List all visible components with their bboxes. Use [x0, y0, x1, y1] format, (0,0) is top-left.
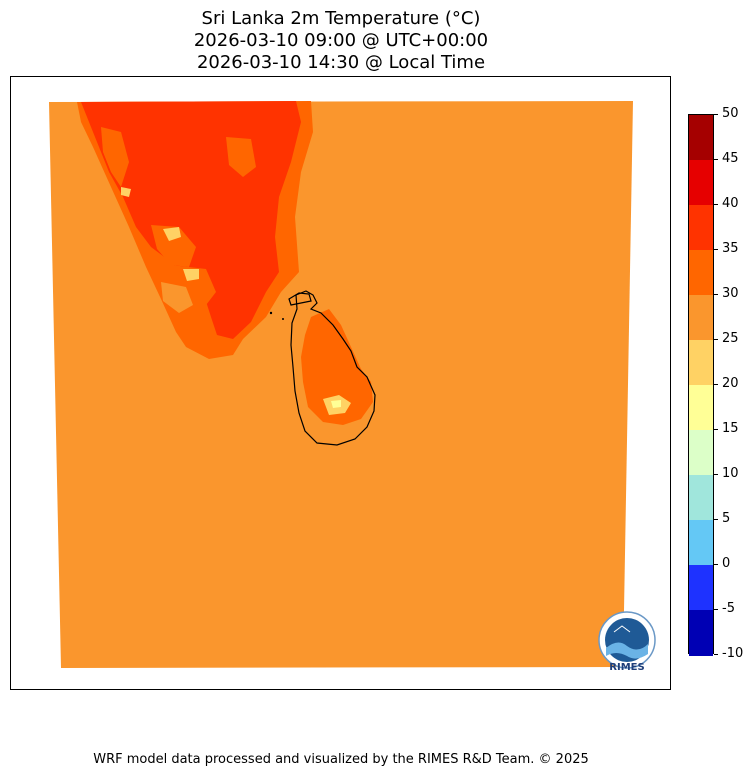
- colorbar-segment: [689, 430, 713, 476]
- sri-lanka-coastline: [290, 290, 376, 446]
- colorbar-tick: [714, 654, 718, 655]
- colorbar-tick: [714, 384, 718, 385]
- temperature-patch-30-35-a: [101, 127, 129, 187]
- colorbar-tick-label: -5: [722, 601, 735, 616]
- temperature-patch-20-25-c: [121, 187, 131, 197]
- colorbar-tick: [714, 204, 718, 205]
- colorbar: [688, 114, 714, 656]
- temperature-patch-20-25-a: [163, 227, 181, 241]
- colorbar-tick: [714, 429, 718, 430]
- colorbar-tick-label: 35: [722, 241, 739, 256]
- colorbar-tick-label: -10: [722, 646, 744, 661]
- map-frame: [10, 76, 671, 690]
- island-dot: [269, 311, 273, 315]
- colorbar-tick: [714, 564, 718, 565]
- rimes-logo: [598, 611, 656, 669]
- temperature-patch-15-20-srilanka: [331, 400, 341, 408]
- map-title: Sri Lanka 2m Temperature (°C) 2026-03-10…: [0, 8, 682, 74]
- colorbar-tick-label: 25: [722, 331, 739, 346]
- colorbar-segment: [689, 205, 713, 251]
- colorbar-segment: [689, 115, 713, 161]
- colorbar-tick-label: 20: [722, 376, 739, 391]
- colorbar-tick: [714, 474, 718, 475]
- colorbar-tick-label: 15: [722, 421, 739, 436]
- colorbar-segment: [689, 610, 713, 656]
- colorbar-tick-label: 40: [722, 196, 739, 211]
- colorbar-segment: [689, 340, 713, 386]
- colorbar-segment: [689, 520, 713, 566]
- temperature-patch-20-25-b: [183, 269, 199, 281]
- colorbar-segment: [689, 475, 713, 521]
- temperature-patch-30-35-c: [171, 265, 216, 309]
- colorbar-tick-label: 30: [722, 286, 739, 301]
- temperature-patch-30-35-d: [226, 137, 256, 177]
- colorbar-tick: [714, 519, 718, 520]
- colorbar-segment: [689, 250, 713, 296]
- colorbar-tick: [714, 609, 718, 610]
- colorbar-segment: [689, 160, 713, 206]
- title-line-2: 2026-03-10 09:00 @ UTC+00:00: [193, 30, 489, 51]
- title-line-3: 2026-03-10 14:30 @ Local Time: [196, 52, 486, 73]
- colorbar-tick: [714, 339, 718, 340]
- colorbar-tick-label: 5: [722, 511, 731, 526]
- temperature-map: [49, 101, 633, 668]
- colorbar-tick: [714, 159, 718, 160]
- colorbar-tick-label: 45: [722, 151, 739, 166]
- title-line-1: Sri Lanka 2m Temperature (°C): [201, 8, 481, 29]
- colorbar-segment: [689, 385, 713, 431]
- colorbar-tick: [714, 249, 718, 250]
- temperature-patch-30-35-b: [151, 225, 196, 267]
- colorbar-segment: [689, 565, 713, 611]
- footer-credit: WRF model data processed and visualized …: [93, 752, 589, 767]
- colorbar-segment: [689, 295, 713, 341]
- colorbar-tick-label: 10: [722, 466, 739, 481]
- colorbar-tick-label: 50: [722, 106, 739, 121]
- island-dot: [282, 318, 284, 320]
- jaffna-coastline: [288, 292, 312, 306]
- rimes-logo-text: RIMES: [609, 662, 645, 673]
- temperature-field-30-35-srilanka: [301, 309, 373, 425]
- colorbar-tick-label: 0: [722, 556, 731, 571]
- temperature-patch-25-30-a: [161, 282, 193, 313]
- colorbar-tick: [714, 294, 718, 295]
- colorbar-tick: [714, 114, 718, 115]
